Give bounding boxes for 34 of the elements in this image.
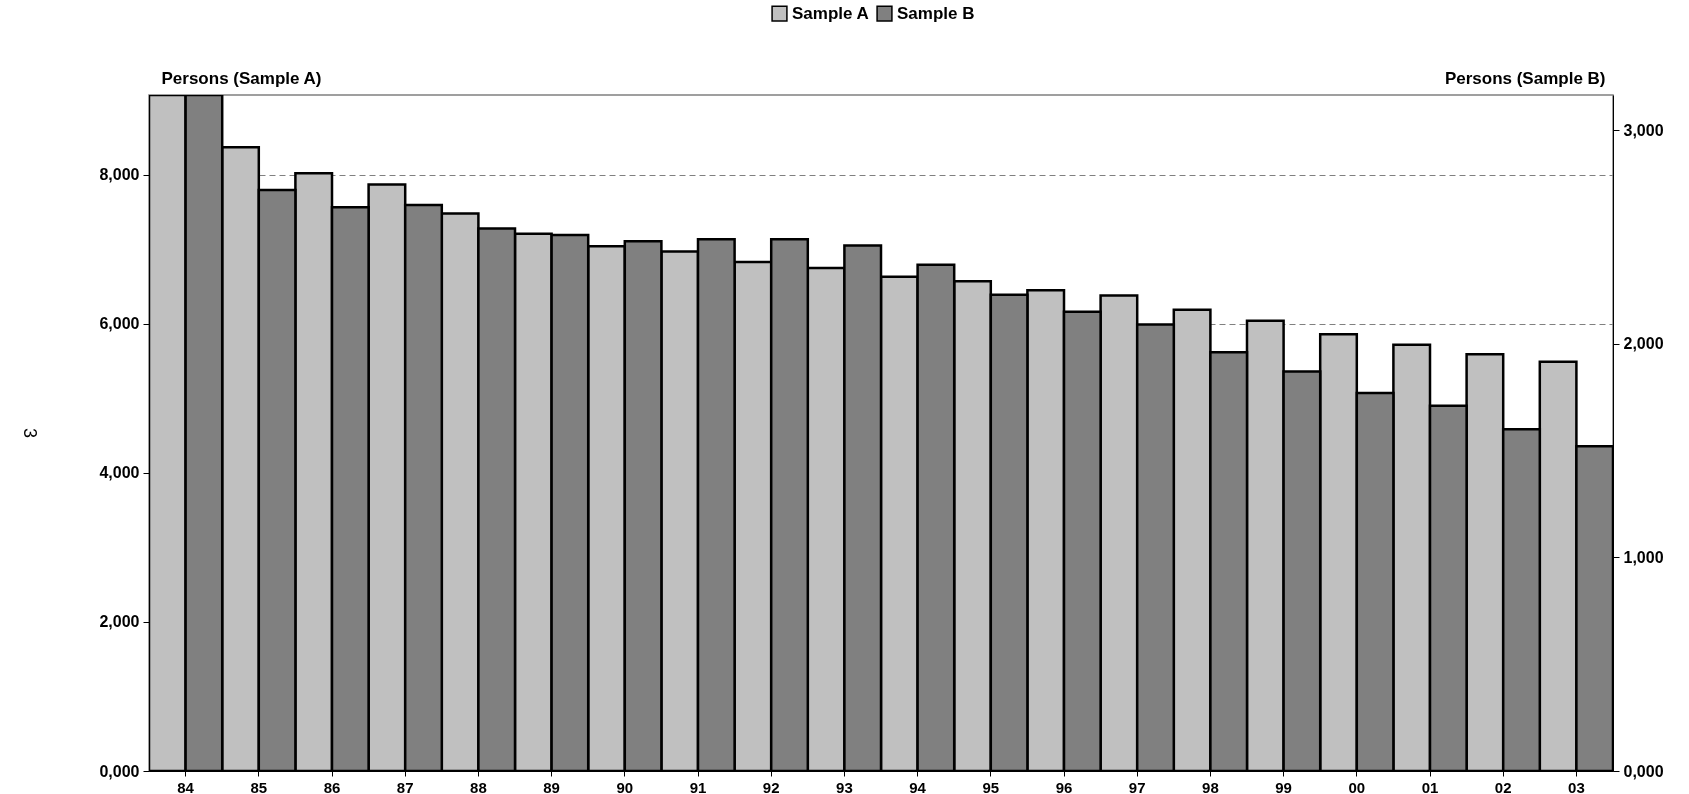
x-tick-label: 89 (543, 778, 560, 794)
y-tick-label: 8,000 (99, 166, 140, 184)
x-tick-label: 86 (323, 778, 341, 794)
x-tick-label: 92 (762, 778, 780, 794)
legend-label: Sample A (792, 3, 869, 23)
y-tick-label: 4,000 (99, 464, 140, 482)
x-tick-label: 97 (1128, 778, 1146, 794)
x-tick-label: 85 (250, 778, 268, 794)
y-tick-label: 2,000 (99, 613, 140, 631)
x-tick-label: 93 (836, 778, 853, 794)
x-tick-label: 96 (1055, 778, 1073, 794)
y2-tick-label: 0,000 (1623, 762, 1664, 780)
x-tick-label: 91 (689, 778, 707, 794)
x-tick-label: 02 (1494, 778, 1512, 794)
x-tick-label: 98 (1202, 778, 1219, 794)
x-tick-label: 88 (470, 778, 487, 794)
y2-tick-label: 2,000 (1623, 335, 1664, 353)
y2-tick-label: 3,000 (1623, 121, 1664, 139)
x-tick-label: 99 (1275, 778, 1292, 794)
x-tick-label: 01 (1421, 778, 1439, 794)
x-tick-label: 94 (909, 778, 927, 794)
y2-tick-label: 1,000 (1623, 548, 1664, 566)
legend-label: Sample B (897, 3, 975, 23)
x-tick-label: 95 (982, 778, 1000, 794)
x-tick-label: 90 (616, 778, 634, 794)
x-tick-label: 00 (1348, 778, 1366, 794)
y-tick-label: 6,000 (99, 315, 140, 333)
x-tick-label: 87 (396, 778, 414, 794)
y-tick-label: 0,000 (99, 762, 140, 780)
y2-axis-title: Persons (Sample B) (1444, 68, 1606, 88)
x-tick-label: 84 (177, 778, 195, 794)
y-axis-title: Persons (Sample A) (161, 68, 322, 88)
x-tick-label: 03 (1568, 778, 1585, 794)
text: 3 (20, 427, 40, 439)
